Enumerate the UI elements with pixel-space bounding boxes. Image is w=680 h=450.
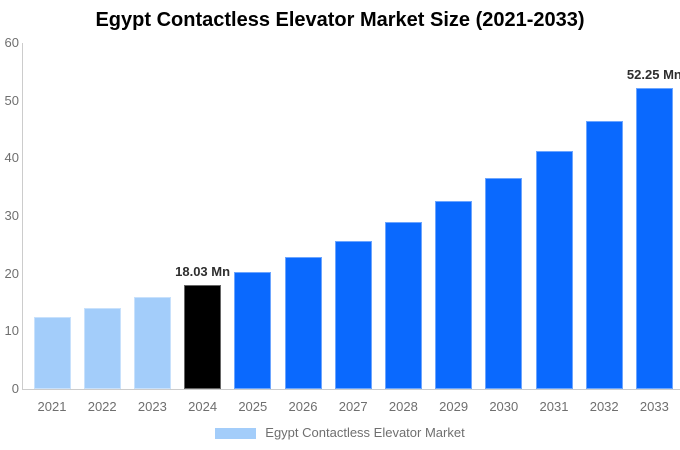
x-axis-tick-label: 2031 [539,399,569,414]
x-axis-tick-label: 2028 [388,399,418,414]
y-axis-tick-label: 50 [4,92,19,108]
bar-2033[interactable] [635,87,673,389]
x-axis-tick-label: 2027 [338,399,368,414]
x-axis-tick-label: 2021 [37,399,67,414]
y-axis-tick-label: 60 [4,35,19,50]
x-axis-tick-label: 2022 [87,399,117,414]
x-axis-tick-label: 2030 [489,399,519,414]
x-axis-tick-label: 2033 [639,399,669,414]
bar-2021[interactable] [33,317,71,389]
bar-value-label: 52.25 Mn [626,66,680,82]
bar-2032[interactable] [585,121,623,389]
bar-2030[interactable] [485,177,523,389]
bar-2024[interactable] [184,285,222,389]
bar-value-label: 18.03 Mn [175,264,231,280]
x-axis-tick-label: 2025 [238,399,268,414]
legend-label: Egypt Contactless Elevator Market [265,425,465,440]
y-axis-tick-label: 20 [4,265,19,281]
legend: Egypt Contactless Elevator Market [0,425,680,441]
bar-2023[interactable] [133,297,171,389]
x-axis-tick-label: 2023 [137,399,167,414]
y-axis-tick-label: 0 [11,381,19,396]
y-axis-tick-label: 40 [4,150,19,166]
y-axis-line [22,43,23,389]
x-axis-tick-label: 2026 [288,399,318,414]
x-axis-tick-label: 2032 [589,399,619,414]
bar-2029[interactable] [435,201,473,389]
bar-2028[interactable] [384,222,422,389]
bar-2025[interactable] [234,271,272,389]
bar-2022[interactable] [83,307,121,389]
chart-title: Egypt Contactless Elevator Market Size (… [95,9,585,31]
x-axis-tick-label: 2024 [188,399,218,414]
y-axis-tick-label: 30 [4,208,19,223]
bar-2027[interactable] [334,240,372,389]
y-axis-tick-label: 10 [4,323,19,339]
bar-2026[interactable] [284,257,322,389]
x-axis-line [22,389,680,390]
legend-swatch [215,427,257,439]
x-axis-tick-label: 2029 [439,399,469,414]
bar-2031[interactable] [535,151,573,389]
